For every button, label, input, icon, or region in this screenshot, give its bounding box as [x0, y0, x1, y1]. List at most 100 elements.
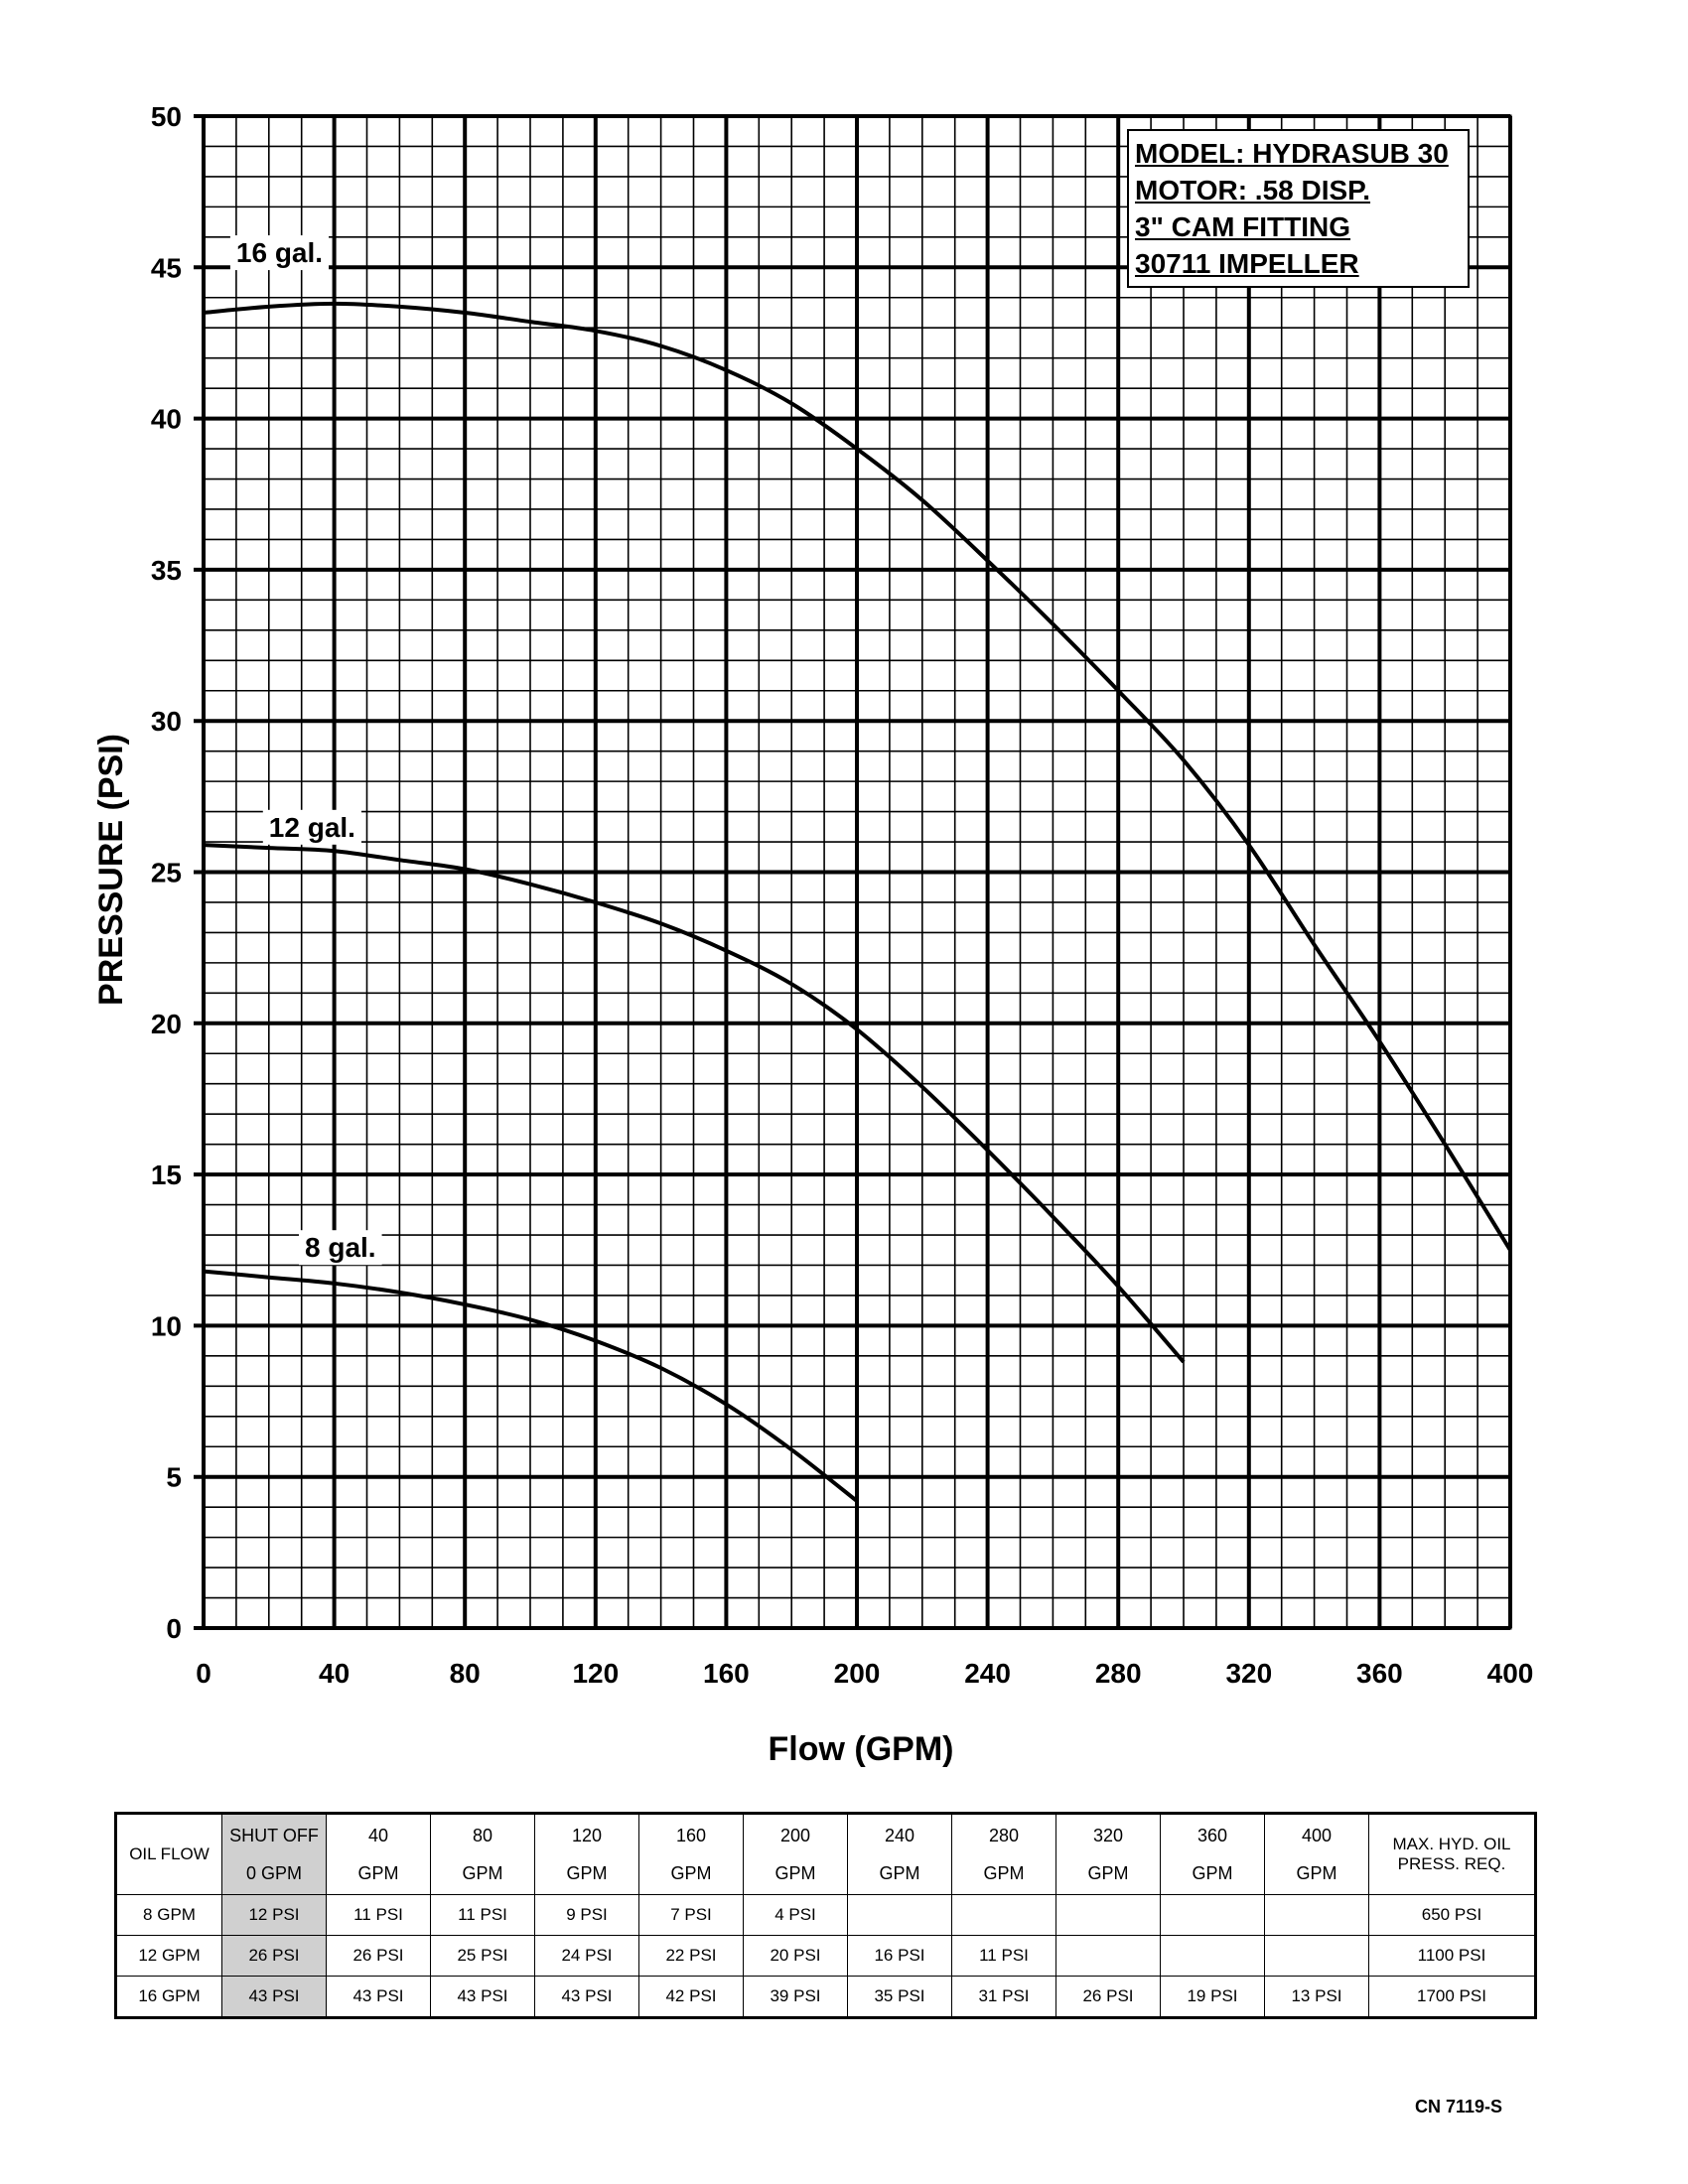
- column-header: 320 GPM: [1055, 1813, 1161, 1895]
- y-tick-label: 5: [166, 1462, 182, 1493]
- oil-flow-header: OIL FLOW: [115, 1813, 222, 1895]
- y-tick-label: 25: [151, 858, 182, 888]
- column-header: 120 GPM: [534, 1813, 639, 1895]
- document-code: CN 7119-S: [1415, 2097, 1503, 2116]
- x-tick-label: 40: [319, 1658, 350, 1689]
- pressure-cell: 26 PSI: [326, 1935, 431, 1977]
- series-label-background: [262, 809, 361, 845]
- column-header-top: 280: [988, 1826, 1020, 1845]
- y-tick-label: 30: [151, 706, 182, 737]
- pressure-cell: 9 PSI: [534, 1894, 639, 1936]
- model-info-box: MODEL: HYDRASUB 30 MOTOR: .58 DISP. 3" C…: [1127, 129, 1470, 288]
- y-tick-label: 10: [151, 1310, 182, 1341]
- column-header-top: 400: [1301, 1826, 1333, 1845]
- column-header-bottom: GPM: [1087, 1863, 1129, 1883]
- pressure-cell: 22 PSI: [638, 1935, 744, 1977]
- column-header-bottom: GPM: [983, 1863, 1025, 1883]
- table-row: 12 GPM 26 PSI 26 PSI 25 PSI 24 PSI 22 PSI 20 P…: [115, 1935, 1536, 1977]
- x-tick-label: 280: [1095, 1658, 1142, 1689]
- column-header-bottom: GPM: [1296, 1863, 1337, 1883]
- pressure-cell: 25 PSI: [430, 1935, 535, 1977]
- pressure-cell: 26 PSI: [221, 1935, 327, 1977]
- performance-table: OIL FLOW SHUT OFF 0 GPM 40 GPM 80 GPM 120 GPM 16…: [114, 1812, 1537, 2019]
- column-header-bottom: GPM: [670, 1863, 712, 1883]
- column-header-top: SHUT OFF: [229, 1826, 319, 1845]
- column-header: SHUT OFF 0 GPM: [221, 1813, 327, 1895]
- table-header-row: OIL FLOW SHUT OFF 0 GPM 40 GPM 80 GPM 120 GPM 16…: [115, 1813, 1536, 1895]
- pressure-cell: 43 PSI: [326, 1976, 431, 2018]
- y-tick-label: 0: [166, 1613, 182, 1644]
- motor-line: MOTOR: .58 DISP.: [1135, 175, 1371, 205]
- x-tick-label: 200: [834, 1658, 881, 1689]
- pressure-cell: 4 PSI: [743, 1894, 848, 1936]
- pressure-cell: [1160, 1935, 1265, 1977]
- max-pressure-cell: 1700 PSI: [1368, 1976, 1536, 2018]
- pressure-cell: 20 PSI: [743, 1935, 848, 1977]
- curve-12-gal: [203, 843, 1186, 1364]
- x-tick-label: 120: [572, 1658, 619, 1689]
- max-pressure-cell: 1100 PSI: [1368, 1935, 1536, 1977]
- x-tick-label: 240: [964, 1658, 1011, 1689]
- oil-flow-cell: 8 GPM: [115, 1894, 222, 1936]
- pressure-cell: 16 PSI: [847, 1935, 952, 1977]
- pressure-cell: [951, 1894, 1056, 1936]
- series-label: 12 gal.: [269, 812, 355, 843]
- pressure-cell: 42 PSI: [638, 1976, 744, 2018]
- max-pressure-cell: 650 PSI: [1368, 1894, 1536, 1936]
- pressure-cell: 19 PSI: [1160, 1976, 1265, 2018]
- column-header-bottom: GPM: [462, 1863, 503, 1883]
- table-row: 16 GPM 43 PSI 43 PSI 43 PSI 43 PSI 42 PSI 39 P…: [115, 1976, 1536, 2018]
- pressure-cell: 13 PSI: [1264, 1976, 1369, 2018]
- y-tick-labels: 0 5 10 15 20 25 30 35 40 45 50: [151, 101, 182, 1644]
- column-header-bottom: GPM: [774, 1863, 816, 1883]
- curve-labels: 16 gal. 12 gal. 8 gal.: [229, 235, 382, 1266]
- pressure-cell: 43 PSI: [430, 1976, 535, 2018]
- column-header-top: 360: [1196, 1826, 1228, 1845]
- y-axis-title: PRESSURE (PSI): [92, 734, 130, 1006]
- series-label-background: [229, 235, 330, 271]
- pressure-cell: 12 PSI: [221, 1894, 327, 1936]
- column-header: 200 GPM: [743, 1813, 848, 1895]
- pressure-cell: 11 PSI: [430, 1894, 535, 1936]
- x-tick-labels: 0 40 80 120 160 200 240 280 320 360 400: [196, 1658, 1533, 1689]
- max-pressure-header-line2: PRESS. REQ.: [1397, 1854, 1506, 1873]
- pressure-cell: [1055, 1894, 1161, 1936]
- column-header-top: 120: [571, 1826, 603, 1845]
- y-tick-label: 50: [151, 101, 182, 132]
- max-pressure-header-line1: MAX. HYD. OIL: [1392, 1835, 1511, 1853]
- pressure-cell: 43 PSI: [534, 1976, 639, 2018]
- column-header-top: 240: [884, 1826, 915, 1845]
- oil-flow-cell: 16 GPM: [115, 1976, 222, 2018]
- pressure-cell: 35 PSI: [847, 1976, 952, 2018]
- column-header-top: 40: [367, 1826, 389, 1845]
- column-header: 240 GPM: [847, 1813, 952, 1895]
- pressure-cell: [1160, 1894, 1265, 1936]
- column-header: 360 GPM: [1160, 1813, 1265, 1895]
- column-header: 280 GPM: [951, 1813, 1056, 1895]
- x-axis-title: Flow (GPM): [769, 1730, 954, 1768]
- y-tick-label: 35: [151, 555, 182, 586]
- x-tick-label: 320: [1225, 1658, 1272, 1689]
- y-tick-label: 20: [151, 1009, 182, 1039]
- pressure-cell: 43 PSI: [221, 1976, 327, 2018]
- series-label: 16 gal.: [236, 237, 323, 268]
- x-tick-label: 0: [196, 1658, 211, 1689]
- x-tick-label: 360: [1356, 1658, 1403, 1689]
- column-header: 400 GPM: [1264, 1813, 1369, 1895]
- y-tick-label: 15: [151, 1160, 182, 1190]
- plot-frame: [202, 114, 1512, 1630]
- pressure-cell: 7 PSI: [638, 1894, 744, 1936]
- curves: [203, 301, 1512, 1503]
- pressure-cell: [847, 1894, 952, 1936]
- pressure-cell: 11 PSI: [951, 1935, 1056, 1977]
- oil-flow-cell: 12 GPM: [115, 1935, 222, 1977]
- column-header-bottom: GPM: [1192, 1863, 1233, 1883]
- column-header: 80 GPM: [430, 1813, 535, 1895]
- impeller-line: 30711 IMPELLER: [1135, 248, 1359, 279]
- column-header-bottom: GPM: [357, 1863, 399, 1883]
- column-header-bottom: GPM: [879, 1863, 920, 1883]
- pressure-cell: [1055, 1935, 1161, 1977]
- curve-8-gal: [203, 1269, 859, 1503]
- pressure-cell: 39 PSI: [743, 1976, 848, 2018]
- pressure-cell: [1264, 1894, 1369, 1936]
